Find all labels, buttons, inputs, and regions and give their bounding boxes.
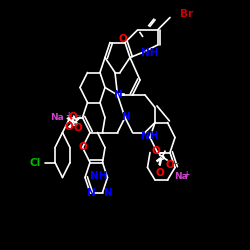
- Text: S: S: [158, 152, 165, 162]
- Text: S: S: [70, 118, 78, 128]
- Text: N: N: [122, 112, 130, 122]
- Text: −: −: [74, 111, 82, 120]
- Text: Cl: Cl: [30, 158, 41, 168]
- Text: O: O: [165, 160, 174, 170]
- Text: +: +: [65, 111, 71, 120]
- Text: N: N: [104, 188, 113, 198]
- Text: NH: NH: [90, 171, 108, 181]
- Text: Na: Na: [50, 113, 64, 122]
- Text: O: O: [78, 142, 88, 152]
- Text: NH: NH: [141, 131, 159, 141]
- Text: O: O: [73, 123, 82, 133]
- Text: Na: Na: [174, 172, 188, 181]
- Text: Br: Br: [180, 9, 193, 19]
- Text: O: O: [118, 34, 127, 44]
- Text: O: O: [69, 112, 78, 122]
- Text: N: N: [114, 90, 123, 100]
- Text: −: −: [172, 159, 179, 168]
- Text: O: O: [64, 122, 73, 132]
- Text: +: +: [183, 170, 190, 179]
- Text: N: N: [87, 188, 96, 198]
- Text: O: O: [156, 168, 164, 177]
- Text: O: O: [152, 146, 160, 156]
- Text: NH: NH: [141, 48, 159, 58]
